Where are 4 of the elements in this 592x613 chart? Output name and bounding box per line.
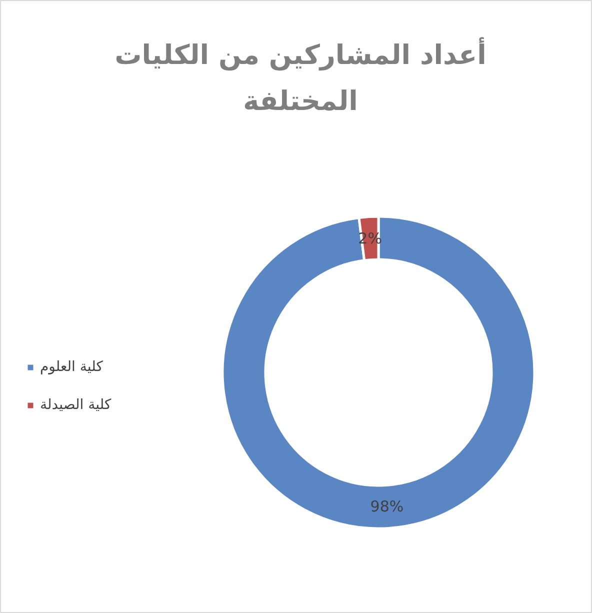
legend-label: كلية الصيدلة: [40, 397, 112, 413]
data-label: 98%: [370, 498, 404, 516]
chart-title: أعداد المشاركين من الكليات المختلفة: [114, 37, 486, 117]
legend-label: كلية العلوم: [40, 359, 103, 375]
